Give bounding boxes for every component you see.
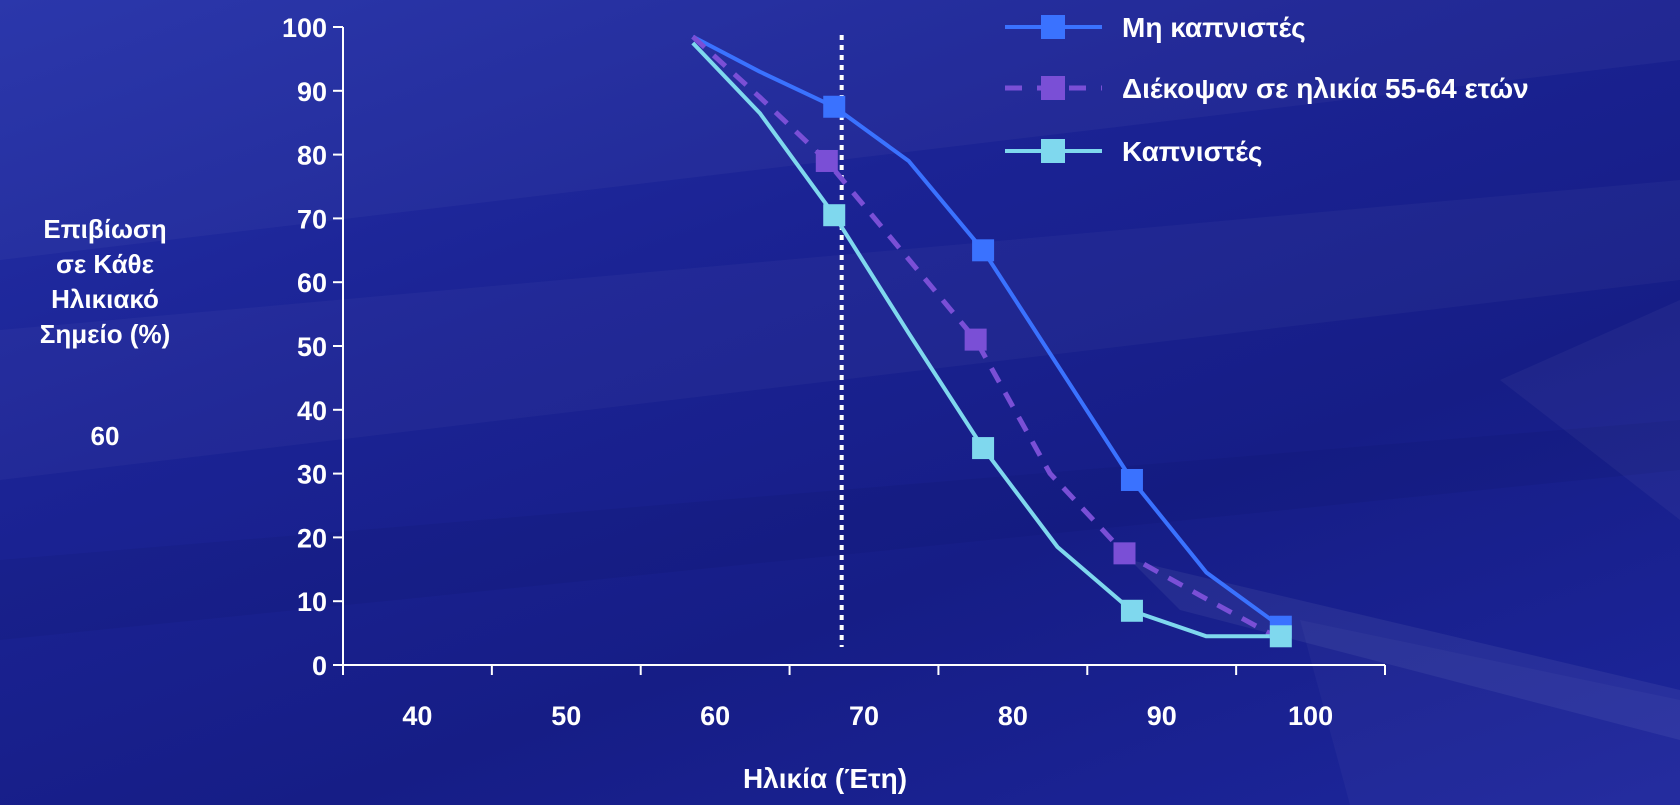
x-axis-label: Ηλικία (Έτη) (742, 763, 908, 794)
x-tick-label: 60 (700, 701, 730, 731)
y-tick-label: 0 (312, 651, 327, 681)
data-point-marker (1120, 599, 1143, 622)
y-axis-label-line: σε Κάθε (56, 249, 154, 279)
data-point-marker (1120, 468, 1143, 491)
x-tick-label: 80 (998, 701, 1028, 731)
y-axis-label: Επιβίωση σε Κάθε Ηλικιακό Σημείο (%) (5, 212, 205, 352)
legend-label: Διέκοψαν σε ηλικία 55-64 ετών (1122, 73, 1529, 104)
y-tick-label: 10 (297, 587, 327, 617)
y-tick-label: 60 (297, 268, 327, 298)
y-axis-label-line: Επιβίωση (43, 214, 167, 244)
y-axis-label-line: Ηλικιακό (51, 284, 159, 314)
y-tick-label: 50 (297, 332, 327, 362)
legend-marker (1041, 76, 1065, 100)
x-tick-label: 70 (849, 701, 879, 731)
x-tick-label: 50 (551, 701, 581, 731)
data-point-marker (823, 95, 846, 118)
y-axis-annotation: 60 (90, 421, 120, 451)
legend-label: Καπνιστές (1122, 136, 1262, 167)
series-line (691, 34, 1282, 629)
series-line (691, 41, 1281, 639)
legend-marker (1041, 139, 1065, 163)
data-point-marker (1269, 625, 1292, 648)
x-tick-label: 40 (402, 701, 432, 731)
y-tick-label: 70 (297, 204, 327, 234)
y-tick-label: 20 (297, 523, 327, 553)
x-tick-label: 100 (1288, 701, 1333, 731)
y-tick-label: 100 (282, 13, 327, 43)
y-axis-label-line: Σημείο (%) (39, 319, 171, 349)
x-tick-label: 90 (1147, 701, 1177, 731)
data-point-marker (815, 149, 838, 172)
legend-marker (1041, 15, 1065, 39)
y-tick-label: 90 (297, 77, 327, 107)
data-point-marker (972, 239, 995, 262)
y-tick-label: 40 (297, 396, 327, 426)
series-line (691, 34, 1282, 642)
data-point-marker (823, 204, 846, 227)
data-point-marker (972, 437, 995, 460)
legend-label: Μη καπνιστές (1122, 12, 1306, 43)
y-tick-label: 80 (297, 141, 327, 171)
data-point-marker (964, 328, 987, 351)
data-point-marker (1113, 542, 1136, 565)
y-tick-label: 30 (297, 460, 327, 490)
